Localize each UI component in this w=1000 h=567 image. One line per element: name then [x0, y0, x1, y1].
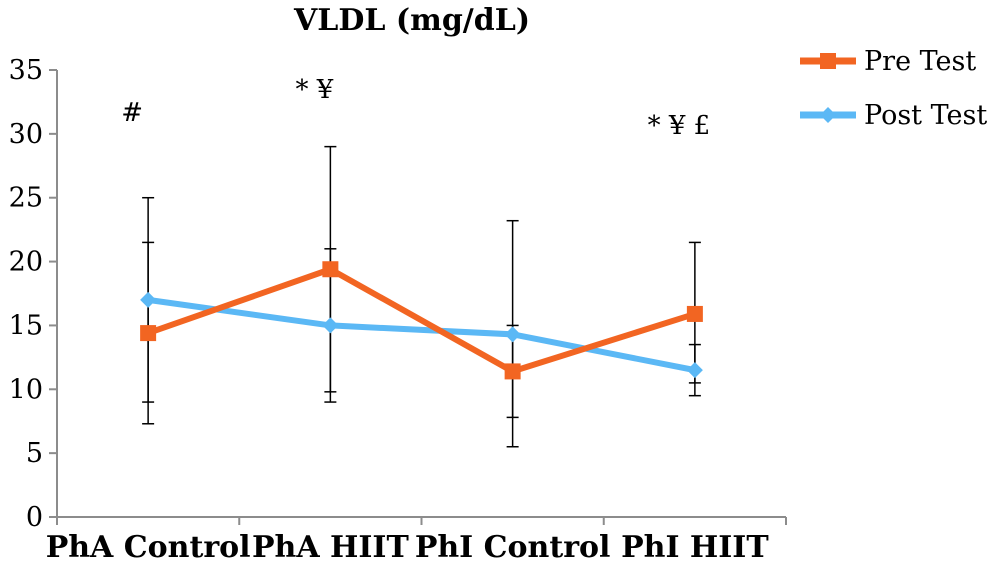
- post-test-point: [504, 326, 521, 343]
- y-tick-label: 10: [9, 374, 43, 405]
- pre-test-point: [322, 261, 339, 278]
- x-tick-label: PhI HIIT: [621, 530, 769, 565]
- post-test-point: [686, 362, 703, 379]
- post-test-point: [322, 317, 339, 334]
- legend-post-test-label: Post Test: [864, 100, 987, 131]
- pre-test-point: [686, 305, 703, 322]
- significance-annotation: #: [121, 98, 143, 128]
- series-markers: [140, 261, 703, 380]
- series-lines: [147, 266, 696, 375]
- legend-pre-test-marker: [820, 53, 836, 69]
- y-tick-label: 35: [9, 55, 43, 86]
- x-tick-label: PhA HIIT: [252, 530, 410, 565]
- y-tick-label: 0: [26, 502, 43, 533]
- y-tick-label: 15: [9, 310, 43, 341]
- chart-title: VLDL (mg/dL): [293, 3, 530, 38]
- legend: Pre Test Post Test: [800, 46, 987, 131]
- y-tick-label: 25: [9, 183, 43, 214]
- legend-post-test-marker: [820, 107, 836, 123]
- series-line-pre-test: [147, 266, 696, 375]
- significance-annotation: * ¥: [295, 75, 333, 105]
- legend-pre-test-label: Pre Test: [864, 46, 976, 77]
- x-tick-label: PhI Control: [415, 530, 611, 565]
- series-line-post-test: [147, 296, 696, 374]
- y-tick-label: 20: [9, 247, 43, 278]
- annotations: # * ¥ * ¥ £: [121, 75, 710, 141]
- y-axis-ticks: 0 5 10 15 20 25 30 35: [9, 55, 57, 533]
- y-tick-label: 5: [26, 438, 43, 469]
- error-bars: [142, 145, 701, 448]
- post-test-point: [140, 291, 157, 308]
- y-tick-label: 30: [9, 119, 43, 150]
- significance-annotation: * ¥ £: [648, 111, 711, 141]
- pre-test-point: [140, 325, 157, 342]
- pre-test-point: [504, 363, 521, 380]
- x-axis-ticks: PhA Control PhA HIIT PhI Control PhI HIIT: [46, 517, 787, 565]
- x-tick-label: PhA Control: [46, 530, 251, 565]
